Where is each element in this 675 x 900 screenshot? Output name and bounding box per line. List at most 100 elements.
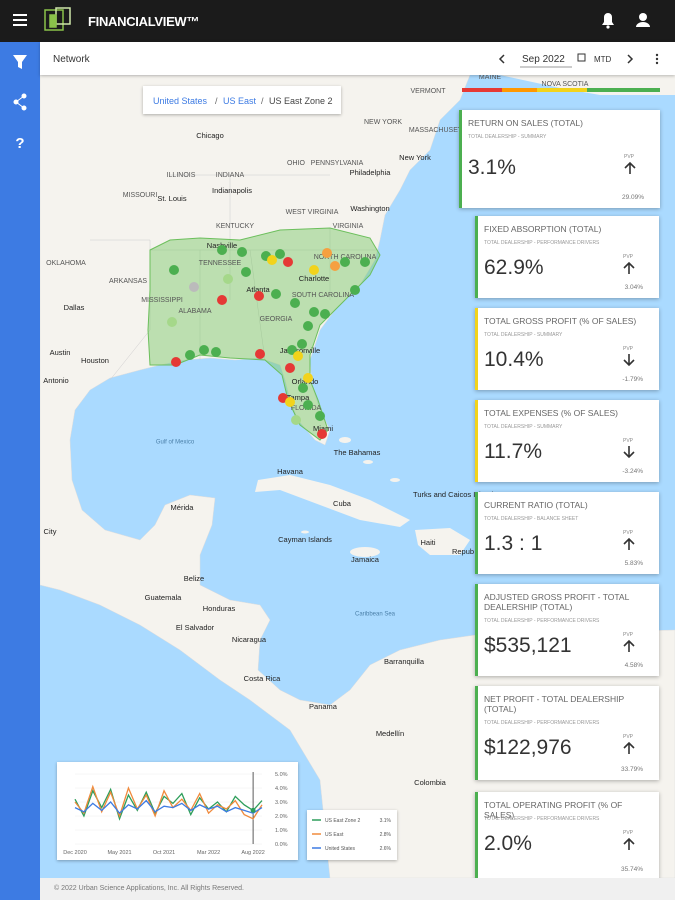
dealer-marker[interactable] — [169, 265, 179, 275]
dealer-marker[interactable] — [285, 397, 295, 407]
dealer-marker[interactable] — [167, 317, 177, 327]
dealer-marker[interactable] — [254, 291, 264, 301]
dealer-marker[interactable] — [293, 351, 303, 361]
card-value: $122,976 — [484, 736, 572, 759]
prev-button[interactable] — [498, 54, 505, 64]
kpi-card[interactable]: FIXED ABSORPTION (TOTAL) TOTAL DEALERSHIP… — [475, 216, 659, 298]
calendar-button[interactable] — [577, 53, 586, 62]
kpi-card[interactable]: CURRENT RATIO (TOTAL) TOTAL DEALERSHIP - … — [475, 492, 659, 574]
account-button[interactable] — [636, 13, 650, 27]
legend-label: US East — [325, 832, 344, 838]
sidebar-icons: ? — [13, 55, 27, 152]
dealer-marker[interactable] — [223, 274, 233, 284]
dealer-marker[interactable] — [255, 349, 265, 359]
map-label: Cayman Islands — [278, 535, 332, 544]
kpi-card[interactable]: RETURN ON SALES (TOTAL) TOTAL DEALERSHIP … — [459, 110, 660, 208]
map-label: WEST VIRGINIA — [286, 209, 339, 216]
dealer-marker[interactable] — [330, 261, 340, 271]
dealer-marker[interactable] — [350, 285, 360, 295]
card-subtitle: TOTAL DEALERSHIP - SUMMARY — [484, 424, 563, 430]
dealer-marker[interactable] — [309, 265, 319, 275]
dealer-marker[interactable] — [303, 373, 313, 383]
dealer-marker[interactable] — [291, 415, 301, 425]
dealer-marker[interactable] — [303, 321, 313, 331]
period[interactable]: Sep 2022 — [522, 54, 565, 65]
notifications-button[interactable] — [602, 13, 614, 29]
map-label: Charlotte — [299, 274, 329, 283]
dealer-marker[interactable] — [317, 429, 327, 439]
next-button[interactable] — [627, 54, 634, 64]
breadcrumb-link[interactable]: United States — [153, 96, 208, 106]
trend-arrow — [623, 354, 635, 367]
map-label: Haiti — [420, 538, 435, 547]
kpi-card[interactable]: TOTAL EXPENSES (% OF SALES) TOTAL DEALERS… — [475, 400, 659, 482]
map-label: KENTUCKY — [216, 223, 254, 230]
dealer-marker[interactable] — [171, 357, 181, 367]
dealer-marker[interactable] — [271, 289, 281, 299]
menu-button[interactable] — [13, 14, 27, 26]
map-label: Costa Rica — [244, 674, 282, 683]
dealer-marker[interactable] — [285, 363, 295, 373]
share-button[interactable] — [13, 93, 27, 111]
map-label: Philadelphia — [350, 168, 392, 177]
card-pvp-label: PVP — [622, 632, 633, 638]
dealer-marker[interactable] — [303, 400, 313, 410]
kpi-card[interactable]: ADJUSTED GROSS PROFIT - TOTAL DEALERSHIP… — [475, 584, 659, 676]
breadcrumb-separator: / — [215, 96, 218, 106]
map-label: OHIO — [287, 160, 305, 167]
dealer-marker[interactable] — [199, 345, 209, 355]
dealer-marker[interactable] — [315, 411, 325, 421]
dealer-marker[interactable] — [340, 257, 350, 267]
dealer-marker[interactable] — [298, 383, 308, 393]
map-label: Atlanta — [246, 285, 270, 294]
dealer-marker[interactable] — [322, 248, 332, 258]
map-label: Houston — [81, 356, 109, 365]
map-label: Tampa — [287, 393, 310, 402]
trend-chart: 0.0% 1.0% 2.0% 3.0% 4.0% 5.0% Dec 2020 May 2021… — [57, 762, 298, 860]
dealer-marker[interactable] — [241, 267, 251, 277]
arrow-shape — [624, 161, 636, 174]
dealer-marker[interactable] — [320, 309, 330, 319]
breadcrumb-current: US East Zone 2 — [269, 96, 333, 106]
top-bar-icons — [13, 7, 650, 31]
dealer-marker[interactable] — [211, 347, 221, 357]
more-button[interactable] — [655, 53, 659, 65]
dealer-marker[interactable] — [189, 282, 199, 292]
card-change: 4.58% — [624, 662, 643, 669]
help-button[interactable]: ? — [15, 135, 24, 152]
legend-value: 2.6% — [380, 846, 392, 852]
dealer-marker[interactable] — [217, 245, 227, 255]
dealer-marker[interactable] — [309, 307, 319, 317]
dealer-marker[interactable] — [297, 339, 307, 349]
dealer-marker[interactable] — [360, 257, 370, 267]
dealer-marker[interactable] — [275, 249, 285, 259]
map-label: Guatemala — [145, 593, 183, 602]
kpi-card[interactable]: TOTAL OPERATING PROFIT (% OF SALES) TOTAL… — [475, 792, 659, 880]
breadcrumb-link[interactable]: US East — [223, 96, 257, 106]
map-label: Repub — [452, 547, 474, 556]
dealer-marker[interactable] — [185, 350, 195, 360]
card-value: 2.0% — [484, 832, 532, 855]
mode[interactable]: MTD — [594, 55, 612, 64]
kpi-card[interactable]: NET PROFIT - TOTAL DEALERSHIP (TOTAL) TOT… — [475, 686, 659, 780]
x-tick-label: Mar 2022 — [197, 850, 220, 856]
map-label: OKLAHOMA — [46, 260, 86, 267]
kpi-card[interactable]: TOTAL GROSS PROFIT (% OF SALES) TOTAL DEA… — [475, 308, 659, 390]
dealer-marker[interactable] — [283, 257, 293, 267]
map-label: Jamaica — [351, 555, 380, 564]
map-label: ILLINOIS — [167, 172, 196, 179]
card-title: CURRENT RATIO (TOTAL) — [484, 500, 588, 510]
map-label: GEORGIA — [260, 316, 293, 323]
dealer-marker[interactable] — [290, 298, 300, 308]
map-label: New York — [399, 153, 431, 162]
land — [40, 75, 675, 878]
card-title: RETURN ON SALES (TOTAL) — [468, 118, 583, 128]
dealer-marker[interactable] — [217, 295, 227, 305]
map-label: Colombia — [414, 778, 447, 787]
card-change: 29.09% — [621, 194, 644, 201]
dealer-marker[interactable] — [267, 255, 277, 265]
zone-region[interactable] — [147, 227, 381, 441]
filter-button[interactable] — [13, 55, 27, 69]
map-label: Gulf of Mexico — [156, 440, 195, 446]
dealer-marker[interactable] — [237, 247, 247, 257]
